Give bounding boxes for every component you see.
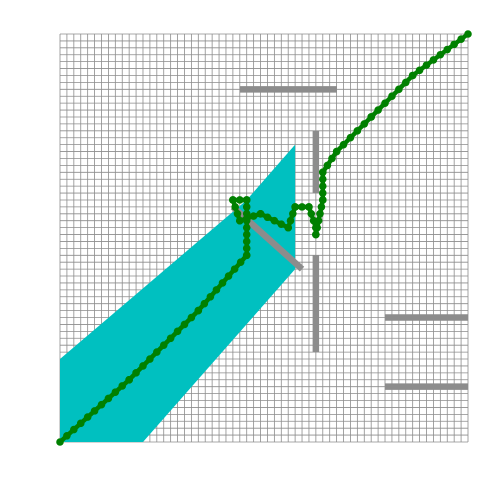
green-path-dot (153, 348, 161, 356)
green-path-dot (381, 99, 389, 107)
green-path-dot (56, 438, 64, 446)
green-path-dot (242, 214, 251, 223)
gray-segments-layer (230, 86, 468, 390)
green-path-dot (233, 209, 242, 218)
green-path-dot (70, 425, 78, 434)
cyan-band-layer (60, 144, 296, 442)
green-path-dot (236, 258, 245, 267)
green-path-dot (229, 196, 237, 204)
green-path-dot (374, 106, 382, 114)
green-path-dot (83, 413, 92, 421)
green-path-dot (443, 45, 452, 54)
green-path-dot (249, 212, 258, 220)
green-path-dot (464, 30, 472, 38)
green-path-dot (76, 419, 85, 428)
green-path-dot (111, 388, 120, 397)
green-path-dot (200, 299, 209, 308)
green-path-dot (242, 244, 251, 253)
green-path-dot (436, 50, 445, 59)
green-path-dot (97, 400, 106, 409)
green-path-dot (173, 327, 182, 336)
green-path-dot (312, 230, 320, 239)
green-path-dot (289, 209, 297, 218)
green-path-dot (408, 71, 417, 80)
green-path-dot (360, 120, 369, 128)
green-path-dot (388, 92, 396, 101)
green-path-dot (235, 216, 244, 225)
green-path-dot (230, 265, 239, 273)
green-path-dot (242, 237, 251, 246)
green-path-dot (323, 161, 332, 170)
green-path-dot (242, 223, 251, 232)
green-path-dot (284, 223, 293, 232)
green-path-dot (422, 61, 431, 69)
green-path-dot (305, 203, 313, 211)
green-path-dot (450, 40, 458, 49)
green-path-dot (63, 431, 71, 440)
green-path-dot (242, 196, 251, 204)
green-path-dot (206, 292, 215, 301)
green-path-dot (415, 66, 424, 75)
cyan-band (60, 144, 296, 442)
green-path-dot (318, 182, 327, 190)
green-path-dot (318, 168, 327, 177)
green-path-dot (318, 175, 327, 184)
green-path-dot (339, 140, 348, 149)
green-path-dot (318, 189, 327, 197)
green-path-dot (332, 147, 341, 156)
green-path-dot (235, 196, 244, 204)
green-path-dot (256, 209, 265, 218)
green-path-dot (317, 203, 326, 211)
green-path-dot (291, 203, 299, 211)
green-path-dot (166, 334, 175, 343)
green-path-dot (298, 203, 306, 211)
green-path-dot (224, 272, 233, 280)
green-path-dot (353, 127, 362, 135)
green-path-dot (395, 85, 403, 94)
green-path-dot (194, 306, 203, 315)
green-path-dot (132, 369, 140, 377)
green-path-dot (316, 209, 324, 218)
green-path-dot (242, 251, 251, 260)
green-path-dot (318, 196, 327, 204)
green-path-dot (286, 216, 295, 225)
green-path-dot (187, 313, 196, 322)
green-path-dot (313, 223, 322, 232)
green-path-dot (277, 220, 286, 228)
green-path-dot (139, 362, 147, 370)
green-path-dot (401, 78, 410, 87)
green-path-dot (314, 216, 323, 225)
green-path-dot (125, 375, 133, 384)
green-path-dot (457, 35, 465, 43)
green-path-dot (367, 113, 375, 121)
green-path-dot (307, 209, 316, 218)
green-path-dot (242, 230, 251, 239)
green-path-dot (218, 279, 227, 287)
green-path-dot (231, 203, 239, 211)
green-path-dot (429, 56, 438, 64)
green-path-dot (146, 355, 154, 363)
green-path-dot (212, 286, 221, 294)
green-path-dot (180, 320, 189, 329)
green-path-dot (328, 154, 336, 163)
green-path-dot (242, 203, 251, 211)
green-path-dot (346, 133, 355, 142)
green-path-dot (90, 407, 99, 415)
green-path-dot (104, 394, 113, 403)
green-path-dot (270, 216, 279, 225)
green-path-dot (159, 341, 168, 349)
green-path-dot (118, 382, 127, 390)
green-path-dot (263, 213, 272, 222)
green-path-layer (56, 30, 472, 446)
